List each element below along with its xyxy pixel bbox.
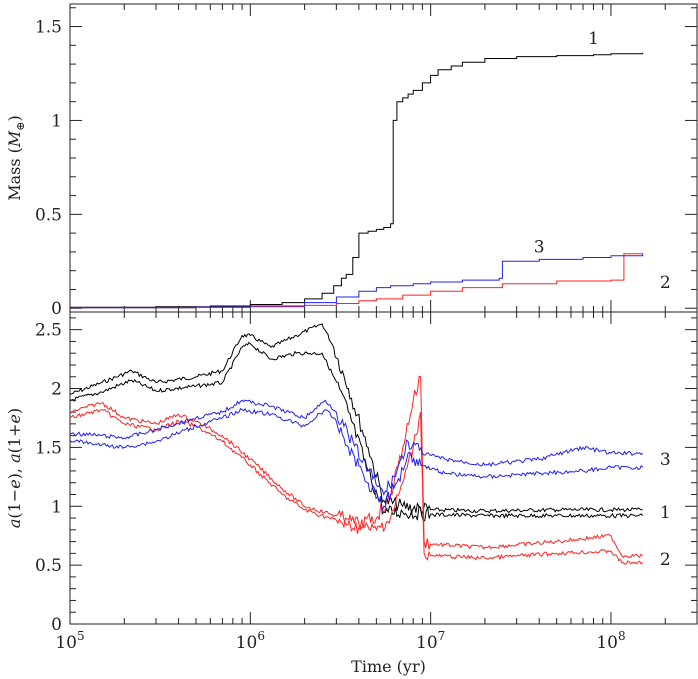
y-tick-label: 2.5 (35, 321, 62, 341)
y-axis-label: Mass (M⊕) (5, 115, 27, 201)
series-label-3: 3 (534, 237, 545, 257)
series-3-inner-line (69, 407, 644, 511)
x-tick-label: 108 (596, 629, 625, 653)
y-tick-label: 1 (51, 497, 62, 517)
series-3-line (70, 253, 644, 309)
series-1-line (70, 52, 644, 308)
plot-frame (69, 311, 698, 625)
y-tick-label: 0.5 (35, 205, 62, 225)
series-label-2: 2 (660, 273, 671, 293)
x-tick-label: 106 (236, 629, 265, 653)
series-label-1: 1 (660, 503, 671, 523)
series-2-outer-line (69, 375, 644, 559)
y-tick-label: 0.5 (35, 556, 62, 576)
series-1-outer-line (69, 323, 643, 517)
series-label-2: 2 (660, 550, 671, 570)
series-3-outer-line (69, 399, 644, 496)
x-tick-label: 107 (416, 629, 445, 653)
y-tick-label: 0 (51, 615, 62, 635)
mass-panel: 0 0.5 1 1.5 Mass (M⊕) 1 3 2 (5, 3, 698, 319)
y-tick-label: 0 (51, 299, 62, 319)
y-axis-label: a(1−e), a(1+e) (5, 408, 24, 528)
series-label-3: 3 (660, 450, 671, 470)
series-1-inner-line (69, 341, 644, 522)
plot-frame (69, 3, 698, 313)
series-label-1: 1 (588, 29, 599, 49)
series-2-line (70, 253, 643, 309)
y-tick-label: 1 (51, 111, 62, 131)
x-axis-label: Time (yr) (351, 657, 426, 676)
x-tick-label: 105 (55, 629, 84, 653)
y-tick-label: 1.5 (35, 438, 62, 458)
series-2-inner-line (69, 408, 643, 565)
orbit-panel: 0 0.5 1 1.5 2 2.5 105 106 107 108 Time (yr) a(1−e),… (5, 311, 698, 676)
y-tick-label: 1.5 (35, 18, 62, 38)
y-tick-label: 2 (51, 380, 62, 400)
